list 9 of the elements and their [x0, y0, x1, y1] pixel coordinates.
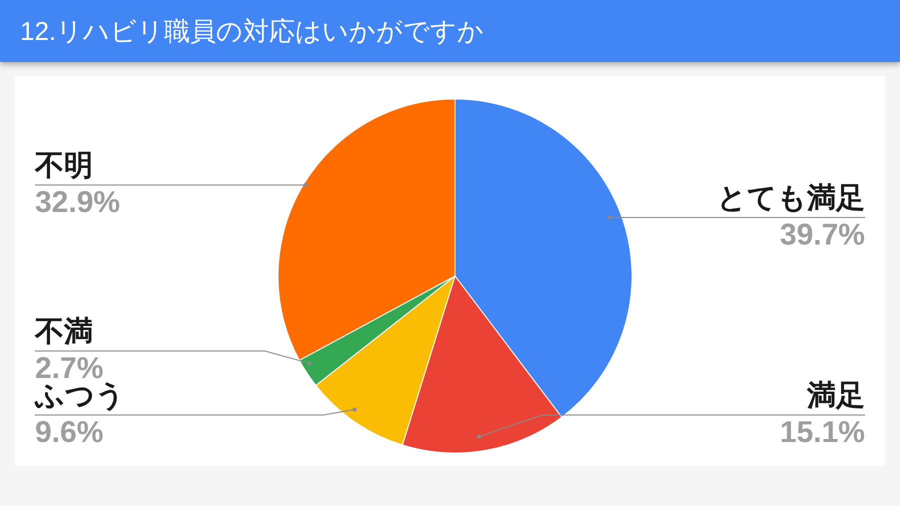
slice-label: 不明 — [34, 150, 93, 182]
slice-label: とても満足 — [717, 182, 865, 215]
data-label: 15.1% — [780, 416, 865, 449]
data-label: 9.6% — [35, 416, 104, 449]
slice-label: 満足 — [806, 380, 865, 412]
data-label: 39.7% — [780, 218, 865, 252]
data-label: 32.9% — [35, 186, 120, 219]
chart-title: 12.リハビリ職員の対応はいかがですか — [20, 15, 484, 48]
slice-label: 不満 — [34, 316, 93, 348]
